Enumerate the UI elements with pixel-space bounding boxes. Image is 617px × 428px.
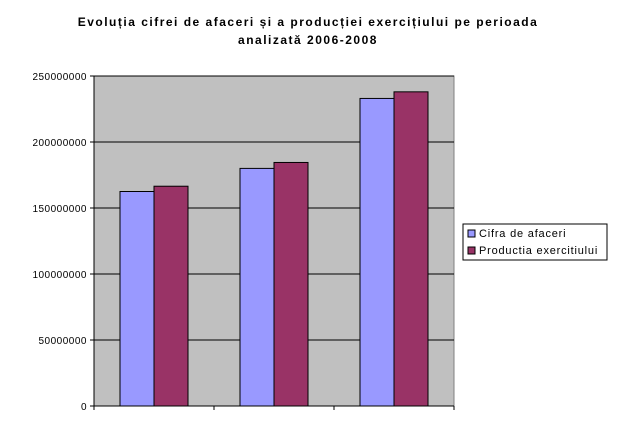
y-tick-label: 150000000 — [32, 204, 87, 215]
legend-label-productia-exercitiului: Productia exercitiului — [479, 245, 598, 257]
y-tick-label: 250000000 — [32, 72, 87, 83]
bar-productia-exercitiului-2007 — [273, 161, 309, 407]
bar-productia-exercitiului-2006 — [153, 185, 189, 407]
bar-cifra-de-afaceri-2008 — [359, 97, 395, 407]
bar-productia-exercitiului-2008 — [393, 91, 429, 407]
bars — [119, 91, 429, 407]
y-tick-label: 50000000 — [39, 336, 88, 347]
y-axis-tick-labels: 0 50000000 100000000 150000000 200000000 2500… — [32, 72, 88, 413]
chart-title-line-1: Evoluția cifrei de afaceri și a producți… — [78, 15, 539, 29]
y-tick-label: 100000000 — [32, 270, 87, 281]
bar-cifra-de-afaceri-2006 — [119, 191, 155, 407]
legend: Cifra de afaceri Productia exercitiului — [462, 223, 608, 261]
legend-swatch-productia-exercitiului — [467, 246, 476, 255]
y-tick-label: 0 — [81, 402, 87, 413]
chart-title-line-2: analizată 2006-2008 — [238, 33, 378, 47]
legend-box — [462, 223, 608, 261]
legend-label-cifra-de-afaceri: Cifra de afaceri — [479, 228, 566, 240]
y-tick-label: 200000000 — [32, 138, 87, 149]
legend-swatch-cifra-de-afaceri — [467, 229, 476, 238]
axes — [90, 75, 455, 410]
bar-cifra-de-afaceri-2007 — [239, 167, 275, 407]
